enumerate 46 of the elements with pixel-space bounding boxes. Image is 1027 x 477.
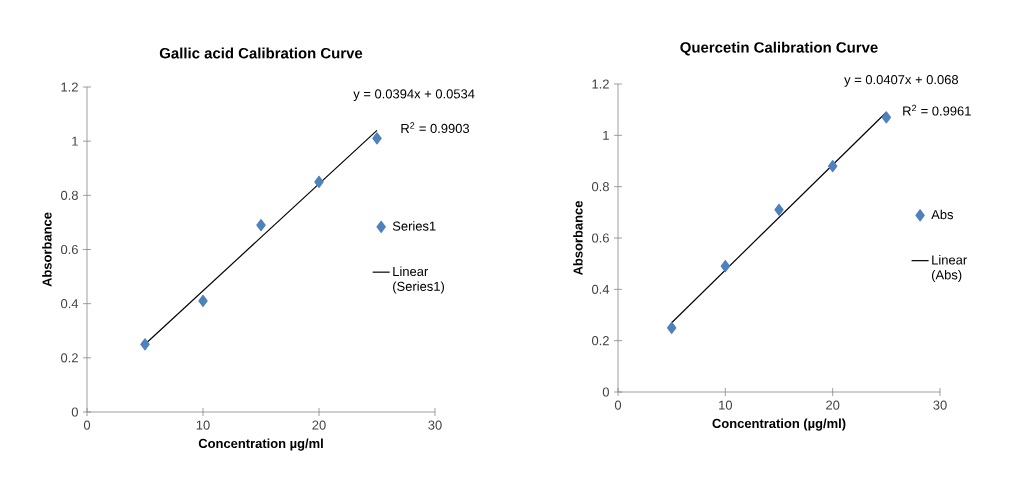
point	[372, 132, 382, 145]
point	[314, 175, 324, 188]
y-axis-title: Absorbance	[573, 201, 583, 276]
legend-label: Series1	[392, 221, 436, 231]
point	[256, 219, 266, 232]
y-tick-label: 0.4	[591, 284, 610, 294]
chart-title: Gallic acid Calibration Curve	[159, 47, 363, 59]
y-tick-label: 0.2	[60, 353, 78, 363]
annotation: R$^{2}$ = 0.9903	[401, 122, 470, 134]
point	[774, 203, 784, 216]
y-tick-label: 0.2	[591, 336, 609, 346]
y-tick-label: 1.2	[592, 79, 609, 89]
annotation: y = 0.0407x + 0.068	[844, 75, 959, 87]
x-axis-title: Concentration µg/ml	[198, 438, 323, 451]
chart-title: Quercetin Calibration Curve	[680, 41, 878, 56]
x-tick-label: 0	[614, 400, 622, 410]
point	[881, 111, 892, 124]
x-tick-label: 10	[196, 420, 210, 430]
y-tick-label: 0.6	[591, 233, 609, 243]
point	[198, 294, 208, 308]
y-tick-label: 1	[72, 136, 78, 146]
point	[827, 160, 838, 173]
point	[140, 338, 150, 351]
x-tick-label: 30	[933, 400, 947, 410]
point	[666, 321, 677, 334]
annotation: y = 0.0394x + 0.0534	[353, 89, 475, 101]
y-tick-label: 0.8	[60, 190, 78, 200]
y-tick-label: 0.8	[591, 182, 609, 192]
legend-label: Abs	[931, 209, 954, 220]
legend-label: Linear (Abs)	[931, 254, 967, 283]
y-tick-label: 0.6	[60, 244, 78, 255]
y-tick-label: 0.4	[60, 299, 79, 309]
y-axis-title: Absorbance	[42, 212, 52, 287]
y-tick-label: 0	[71, 407, 78, 417]
x-tick-label: 30	[428, 420, 442, 430]
annotation: R$^{2}$ = 0.9961	[903, 104, 971, 116]
y-tick-label: 1.2	[61, 82, 78, 92]
y-tick-label: 0	[602, 387, 609, 397]
x-tick-label: 0	[83, 420, 91, 430]
legend-label: Linear (Series1)	[393, 266, 444, 294]
x-tick-label: 20	[312, 420, 326, 430]
y-tick-label: 1	[603, 130, 609, 140]
x-tick-label: 20	[826, 400, 840, 410]
x-tick-label: 10	[719, 400, 733, 410]
point	[720, 260, 731, 273]
x-axis-title: Concentration (µg/ml)	[712, 418, 846, 431]
